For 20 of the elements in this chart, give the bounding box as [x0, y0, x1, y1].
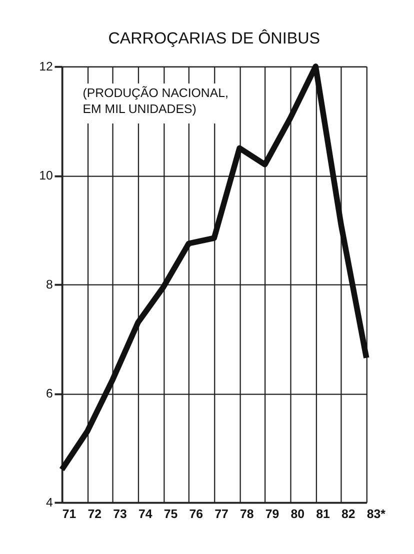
- x-tick-label: 77: [214, 506, 228, 521]
- x-tick-label: 81: [316, 506, 330, 521]
- text: (PRODUÇÃO NACIONAL, EM MIL UNIDADES): [82, 86, 228, 116]
- x-tick-label: 80: [290, 506, 305, 521]
- y-tick-label: 12: [39, 60, 53, 74]
- x-tick-label: 75: [164, 506, 178, 521]
- x-tick-label: 72: [88, 506, 102, 521]
- x-tick-label: 78: [240, 506, 254, 521]
- x-tick-label: 82: [342, 506, 356, 521]
- x-tick-label: 76: [189, 506, 204, 521]
- x-tick-label: 83*: [366, 506, 386, 521]
- x-tick-label: 73: [113, 506, 127, 521]
- x-tick-label: 79: [265, 506, 280, 521]
- chart-title: CARROÇARIAS DE ÔNIBUS: [108, 28, 320, 48]
- y-tick-label: 10: [39, 168, 53, 183]
- y-tick-label: 6: [46, 386, 53, 401]
- y-tick-label: 4: [46, 496, 53, 510]
- x-tick-label: 74: [138, 506, 152, 521]
- y-tick-label: 8: [46, 278, 53, 292]
- x-tick-label: 71: [62, 506, 76, 521]
